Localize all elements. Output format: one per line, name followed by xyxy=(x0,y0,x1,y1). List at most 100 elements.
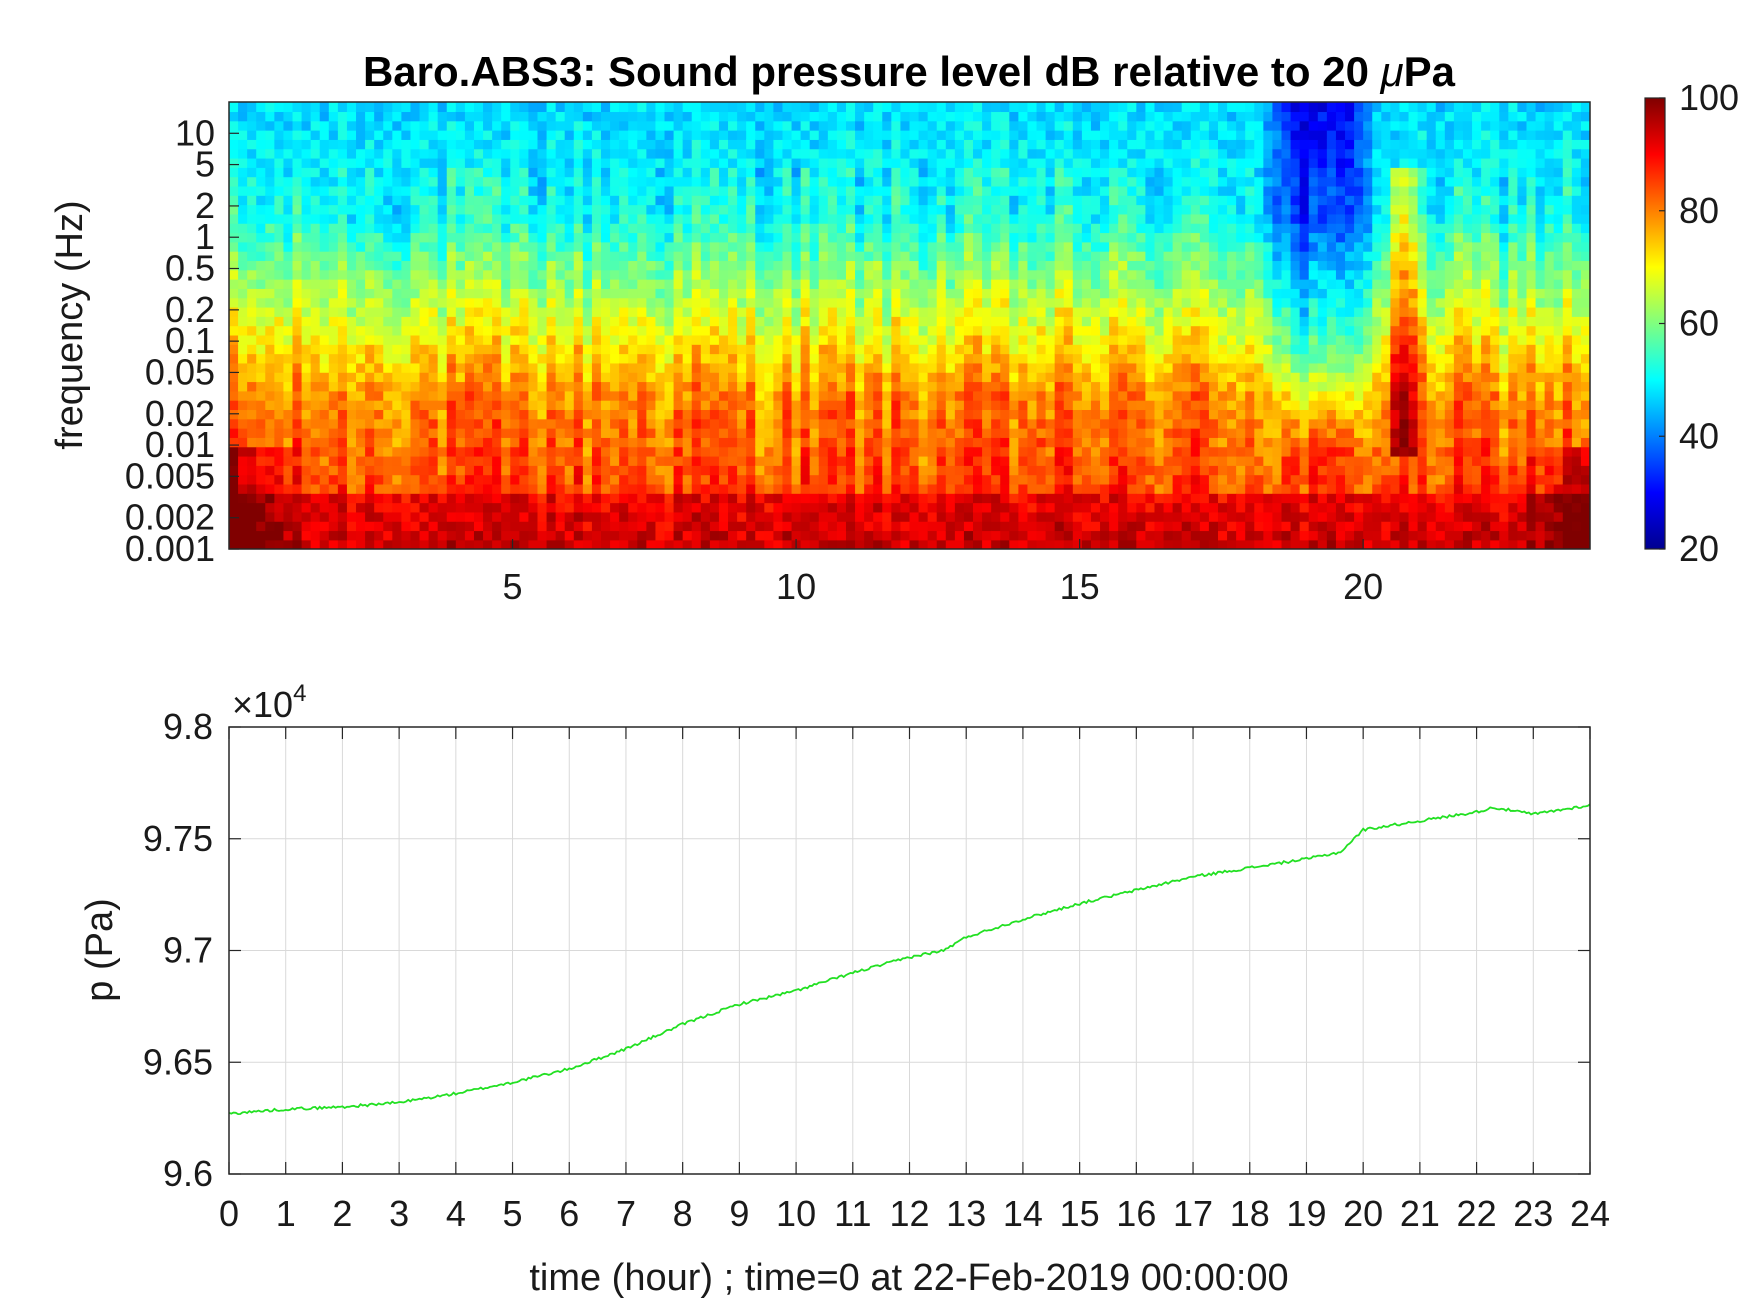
spectrogram-cell xyxy=(809,539,820,549)
spectrogram-cell xyxy=(700,195,711,206)
spectrogram-cell xyxy=(664,288,675,299)
spectrogram-cell xyxy=(664,409,675,420)
spectrogram-cell xyxy=(573,362,584,373)
spectrogram-cell xyxy=(383,241,394,252)
spectrogram-cell xyxy=(346,521,357,532)
spectrogram-cell xyxy=(464,195,475,206)
spectrogram-cell xyxy=(256,390,266,401)
spectrogram-cell xyxy=(836,288,847,299)
spectrogram-cell xyxy=(564,325,575,336)
spectrogram-cell xyxy=(691,204,702,215)
spectrogram-cell xyxy=(619,278,629,289)
spectrogram-cell xyxy=(591,213,602,224)
spectrogram-cell xyxy=(682,269,693,280)
spectrogram-cell xyxy=(800,102,811,113)
spectrogram-cell xyxy=(256,306,266,317)
spectrogram-cell xyxy=(873,129,883,140)
spectrogram-cell xyxy=(918,139,929,150)
spectrogram-cell xyxy=(301,260,312,271)
spectrogram-cell xyxy=(1072,437,1083,448)
spectrogram-cell xyxy=(1081,120,1092,131)
spectrogram-cell xyxy=(991,353,1001,364)
spectrogram-cell xyxy=(1118,204,1128,215)
spectrogram-cell xyxy=(1090,129,1101,140)
spectrogram-cell xyxy=(410,511,421,522)
spectrogram-cell xyxy=(827,530,838,541)
spectrogram-cell xyxy=(927,418,938,429)
spectrogram-cell xyxy=(682,390,693,401)
spectrogram-cell xyxy=(1000,427,1010,438)
spectrogram-cell xyxy=(610,157,620,168)
spectrogram-cell xyxy=(528,418,539,429)
spectrogram-cell xyxy=(610,241,620,252)
spectrogram-cell xyxy=(419,195,430,206)
spectrogram-cell xyxy=(1045,213,1056,224)
spectrogram-cell xyxy=(1000,260,1010,271)
spectrogram-cell xyxy=(836,400,847,411)
spectrogram-cell xyxy=(1018,195,1029,206)
spectrogram-cell xyxy=(982,437,992,448)
spectrogram-cell xyxy=(1045,474,1056,485)
spectrogram-cell xyxy=(718,446,729,457)
spectrogram-cell xyxy=(365,409,375,420)
spectrogram-cell xyxy=(827,129,838,140)
spectrogram-cell xyxy=(1027,483,1038,494)
spectrogram-cell xyxy=(437,409,448,420)
spectrogram-cell xyxy=(582,362,593,373)
spectrogram-cell xyxy=(900,530,911,541)
spectrogram-cell xyxy=(392,325,403,336)
spectrogram-cell xyxy=(464,372,475,383)
spectrogram-cell xyxy=(455,530,466,541)
spectrogram-cell xyxy=(383,139,394,150)
spectrogram-cell xyxy=(809,306,820,317)
spectrogram-cell xyxy=(655,530,666,541)
spectrogram-cell xyxy=(437,539,448,549)
spectrogram-cell xyxy=(1081,455,1092,466)
spectrogram-cell xyxy=(1154,167,1165,178)
spectrogram-cell xyxy=(446,148,457,159)
spectrogram-cell xyxy=(791,325,802,336)
spectrogram-cell xyxy=(528,232,539,243)
spectrogram-cell xyxy=(646,390,657,401)
spectrogram-cell xyxy=(827,251,838,262)
spectrogram-cell xyxy=(1036,511,1047,522)
spectrogram-cell xyxy=(247,232,257,243)
spectrogram-cell xyxy=(973,157,983,168)
spectrogram-cell xyxy=(1145,437,1156,448)
spectrogram-cell xyxy=(909,129,920,140)
spectrogram-cell xyxy=(1127,325,1138,336)
spectrogram-cell xyxy=(864,269,874,280)
spectrogram-cell xyxy=(991,111,1001,122)
spectrogram-cell xyxy=(1072,102,1083,113)
spectrogram-cell xyxy=(374,344,384,355)
spectrogram-cell xyxy=(537,120,548,131)
spectrogram-cell xyxy=(392,362,403,373)
spectrogram-cell xyxy=(728,446,738,457)
spectrogram-cell xyxy=(437,362,448,373)
spectrogram-cell xyxy=(492,474,502,485)
spectrogram-cell xyxy=(528,316,539,327)
spectrogram-cell xyxy=(809,232,820,243)
spectrogram-cell xyxy=(800,446,811,457)
spectrogram-cell xyxy=(845,120,856,131)
spectrogram-cell xyxy=(909,427,920,438)
spectrogram-cell xyxy=(1100,297,1110,308)
spectrogram-cell xyxy=(1009,213,1020,224)
spectrogram-cell xyxy=(492,418,502,429)
spectrogram-cell xyxy=(1009,139,1020,150)
spectrogram-cell xyxy=(501,111,511,122)
spectrogram-cell xyxy=(963,102,974,113)
spectrogram-cell xyxy=(428,176,439,187)
spectrogram-cell xyxy=(682,437,693,448)
spectrogram-cell xyxy=(410,325,421,336)
spectrogram-cell xyxy=(1136,539,1147,549)
spectrogram-cell xyxy=(292,297,303,308)
spectrogram-cell xyxy=(746,223,756,234)
spectrogram-cell xyxy=(755,306,766,317)
spectrogram-cell xyxy=(873,521,883,532)
spectrogram-cell xyxy=(410,334,421,345)
spectrogram-cell xyxy=(782,474,793,485)
spectrogram-cell xyxy=(1009,148,1020,159)
spectrogram-cell xyxy=(265,344,276,355)
spectrogram-cell xyxy=(356,483,366,494)
